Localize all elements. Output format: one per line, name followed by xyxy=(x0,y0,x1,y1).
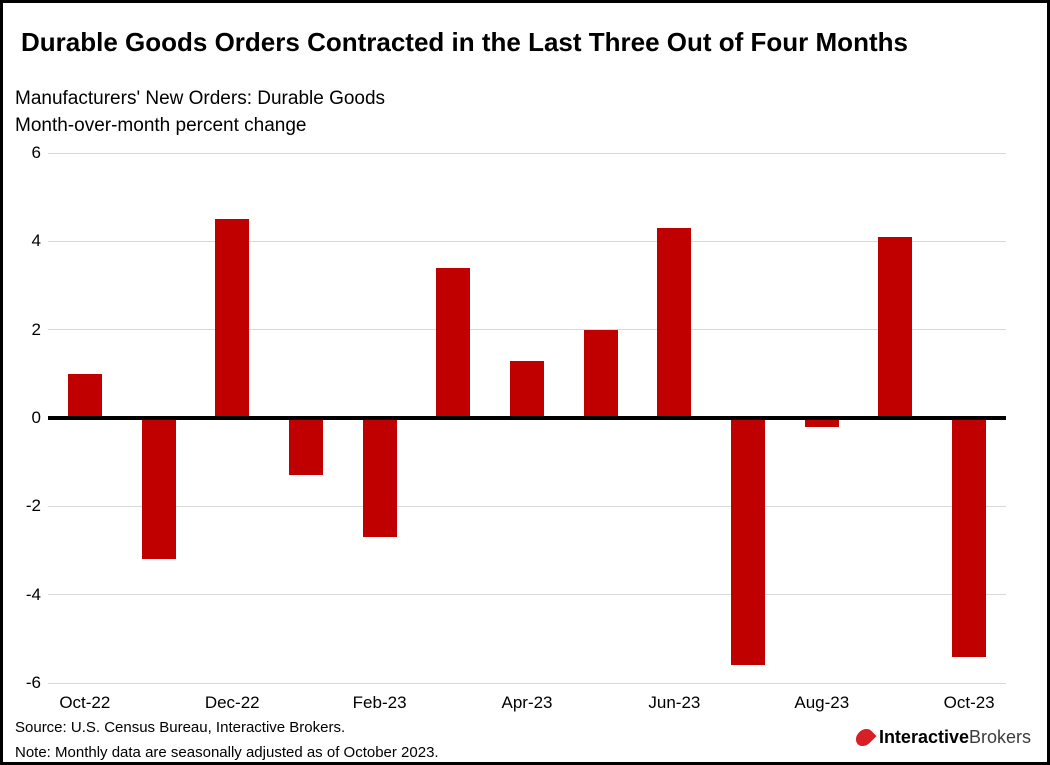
chart-title: Durable Goods Orders Contracted in the L… xyxy=(21,27,908,57)
subtitle-units: Month-over-month percent change xyxy=(15,115,307,136)
logo-text-brokers: Brokers xyxy=(968,727,1031,747)
bar-Jun-23 xyxy=(657,228,692,418)
logo-text-interactive: Interactive xyxy=(878,727,969,747)
zero-baseline xyxy=(48,416,1006,420)
interactive-brokers-logo: InteractiveBrokers xyxy=(852,725,1031,750)
x-tick-label: Aug-23 xyxy=(794,693,850,712)
x-tick-label: Oct-22 xyxy=(59,693,111,712)
gridline xyxy=(48,240,1006,242)
bar-Apr-23 xyxy=(510,360,544,418)
y-tick-label: 4 xyxy=(31,231,41,251)
bar-Dec-22 xyxy=(215,219,250,418)
plot-area xyxy=(48,152,1006,684)
bar-Oct-23 xyxy=(952,418,987,657)
gridline xyxy=(48,682,1006,684)
subtitle-series-name: Manufacturers' New Orders: Durable Goods xyxy=(15,88,386,109)
y-tick-label: -4 xyxy=(25,584,41,604)
gridline xyxy=(48,152,1006,154)
bar-Jan-23 xyxy=(288,418,323,476)
y-tick-label: 0 xyxy=(31,408,41,427)
bar-Sep-23 xyxy=(878,236,913,418)
x-tick-label: Jun-23 xyxy=(648,693,701,712)
chart-subtitle: Manufacturers' New Orders: Durable Goods… xyxy=(15,85,385,139)
brand-spark-icon xyxy=(852,725,877,750)
bar-Aug-23 xyxy=(804,418,839,427)
bar-May-23 xyxy=(583,329,618,418)
source-note: Source: U.S. Census Bureau, Interactive … xyxy=(15,719,346,736)
chart-footer: Source: U.S. Census Bureau, Interactive … xyxy=(15,715,439,762)
y-tick-label: 2 xyxy=(31,319,41,339)
bar-Jul-23 xyxy=(731,418,766,666)
x-tick-label: Dec-22 xyxy=(204,693,260,712)
methodology-note: Note: Monthly data are seasonally adjust… xyxy=(15,744,439,761)
gridline xyxy=(48,505,1006,507)
gridline xyxy=(48,329,1006,331)
x-tick-label: Oct-23 xyxy=(943,693,995,712)
bar-Nov-22 xyxy=(141,418,176,560)
x-tick-label: Apr-23 xyxy=(501,693,553,712)
bar-Oct-22 xyxy=(67,373,102,418)
y-tick-label: -2 xyxy=(25,496,41,516)
x-tick-label: Feb-23 xyxy=(352,693,407,712)
gridline xyxy=(48,594,1006,596)
bar-Mar-23 xyxy=(436,267,471,418)
logo-text: InteractiveBrokers xyxy=(879,727,1031,748)
y-tick-label: 6 xyxy=(31,143,41,162)
y-tick-label: -6 xyxy=(25,673,41,692)
bar-Feb-23 xyxy=(362,418,397,538)
